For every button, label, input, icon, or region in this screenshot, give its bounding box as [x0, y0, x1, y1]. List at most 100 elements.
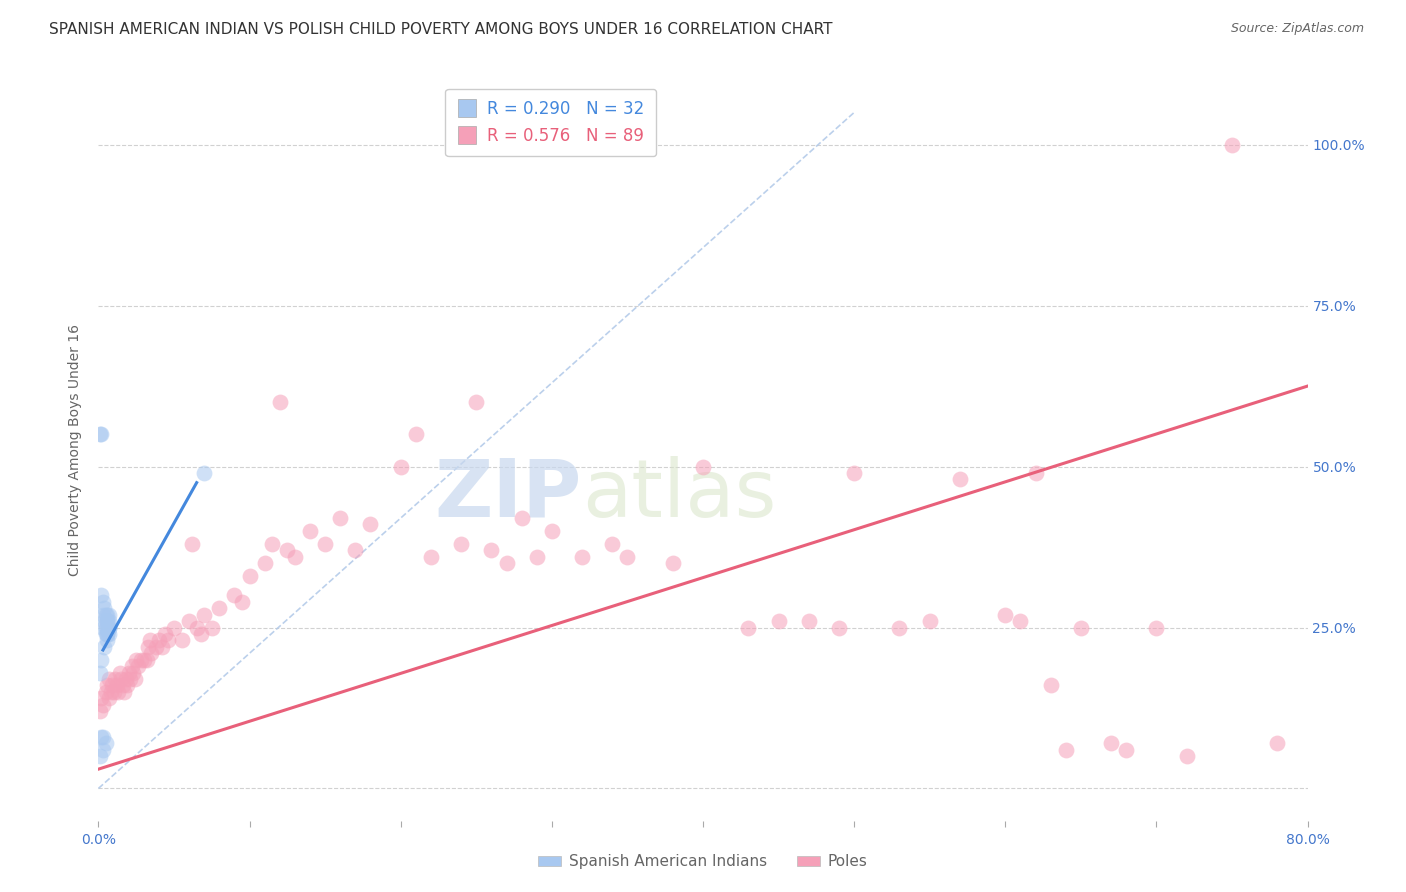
- Point: [465, 395, 488, 409]
- Point: [96, 678, 118, 692]
- Point: [132, 653, 155, 667]
- Point: [150, 640, 173, 654]
- Point: [90, 653, 112, 667]
- Point: [1267, 736, 1289, 750]
- Point: [156, 633, 179, 648]
- Point: [115, 678, 138, 692]
- Point: [96, 633, 118, 648]
- Point: [139, 633, 162, 648]
- Point: [98, 672, 121, 686]
- Point: [96, 614, 118, 628]
- Point: [107, 685, 129, 699]
- Point: [98, 614, 121, 628]
- Point: [299, 524, 322, 538]
- Point: [360, 517, 382, 532]
- Point: [420, 549, 443, 564]
- Point: [121, 659, 143, 673]
- Point: [224, 588, 246, 602]
- Point: [1115, 743, 1137, 757]
- Point: [181, 537, 204, 551]
- Point: [127, 659, 149, 673]
- Point: [510, 511, 533, 525]
- Point: [450, 537, 472, 551]
- Point: [98, 620, 121, 634]
- Point: [112, 685, 135, 699]
- Point: [163, 620, 186, 634]
- Point: [111, 678, 134, 692]
- Point: [94, 736, 117, 750]
- Point: [269, 395, 291, 409]
- Point: [124, 672, 146, 686]
- Point: [1144, 620, 1167, 634]
- Point: [89, 749, 111, 764]
- Point: [405, 427, 427, 442]
- Point: [616, 549, 638, 564]
- Point: [108, 665, 131, 680]
- Point: [93, 614, 115, 628]
- Point: [661, 556, 683, 570]
- Point: [602, 537, 624, 551]
- Point: [540, 524, 562, 538]
- Point: [253, 556, 276, 570]
- Point: [103, 685, 125, 699]
- Point: [344, 543, 367, 558]
- Point: [91, 698, 114, 712]
- Point: [314, 537, 336, 551]
- Point: [98, 691, 121, 706]
- Point: [136, 640, 159, 654]
- Point: [526, 549, 548, 564]
- Text: ZIP: ZIP: [434, 456, 582, 534]
- Point: [148, 633, 170, 648]
- Point: [100, 685, 122, 699]
- Point: [94, 685, 117, 699]
- Point: [768, 614, 790, 628]
- Point: [828, 620, 851, 634]
- Point: [186, 620, 208, 634]
- Point: [90, 691, 112, 706]
- Point: [118, 665, 141, 680]
- Point: [135, 653, 157, 667]
- Point: [737, 620, 759, 634]
- Point: [91, 730, 114, 744]
- Point: [96, 620, 118, 634]
- Point: [239, 569, 262, 583]
- Point: [98, 607, 121, 622]
- Point: [96, 627, 118, 641]
- Point: [844, 466, 866, 480]
- Y-axis label: Child Poverty Among Boys Under 16: Child Poverty Among Boys Under 16: [69, 325, 83, 576]
- Point: [889, 620, 911, 634]
- Point: [141, 646, 163, 660]
- Point: [262, 537, 284, 551]
- Point: [104, 672, 127, 686]
- Point: [89, 704, 111, 718]
- Point: [1039, 678, 1062, 692]
- Point: [481, 543, 503, 558]
- Text: atlas: atlas: [582, 456, 776, 534]
- Point: [329, 511, 352, 525]
- Point: [1220, 137, 1243, 152]
- Point: [1054, 743, 1077, 757]
- Point: [94, 607, 117, 622]
- Point: [1175, 749, 1198, 764]
- Point: [105, 678, 128, 692]
- Point: [495, 556, 517, 570]
- Point: [208, 601, 231, 615]
- Point: [89, 427, 111, 442]
- Point: [110, 672, 132, 686]
- Point: [90, 730, 112, 744]
- Point: [91, 595, 114, 609]
- Point: [94, 620, 117, 634]
- Point: [120, 672, 142, 686]
- Point: [1024, 466, 1046, 480]
- Point: [122, 665, 145, 680]
- Point: [101, 678, 124, 692]
- Point: [1010, 614, 1032, 628]
- Point: [201, 620, 224, 634]
- Point: [994, 607, 1017, 622]
- Legend: Spanish American Indians, Poles: Spanish American Indians, Poles: [531, 848, 875, 875]
- Point: [193, 607, 215, 622]
- Point: [193, 466, 215, 480]
- Point: [89, 665, 111, 680]
- Point: [91, 743, 114, 757]
- Point: [96, 614, 118, 628]
